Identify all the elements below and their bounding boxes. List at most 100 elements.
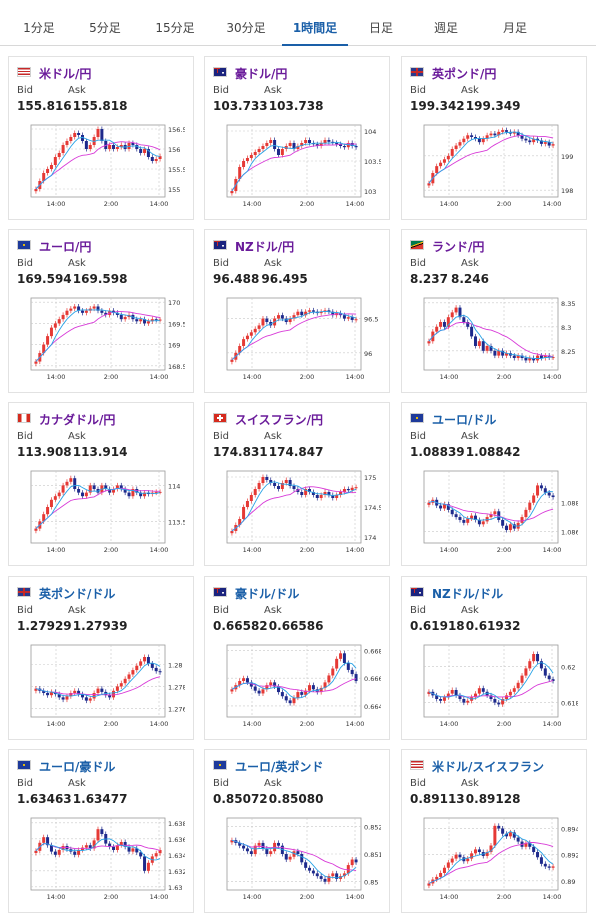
rate-card[interactable]: カナダドル/円 Bid Ask 113.908 113.914 114 113.5 14:00… [8,402,194,566]
ask-value: 1.63477 [72,792,128,806]
candlestick-chart: 104 103.5 103 14:00 2:00 14:00 [226,124,381,208]
candle-body [462,519,466,523]
candle-body [319,311,323,314]
pair-name-link[interactable]: 豪ドル/ドル [235,587,300,601]
ask-label: Ask [461,605,479,616]
pair-name-link[interactable]: 豪ドル/円 [235,67,288,81]
rate-card[interactable]: ユーロ/ドル Bid Ask 1.08839 1.08842 1.088 1.086 14:0… [401,402,587,566]
mini-chart[interactable]: 175 174.5 174 14:00 2:00 14:00 [215,469,381,555]
tab-timeframe-5[interactable]: 日足 [368,21,393,35]
pair-name-link[interactable]: NZドル/ドル [432,587,504,601]
mini-chart[interactable]: 114 113.5 14:00 2:00 14:00 [19,469,185,555]
candle-body [261,689,265,694]
candle-body [512,131,516,134]
y-tick-label: 168.5 [168,363,185,371]
rate-card[interactable]: ランド/円 Bid Ask 8.237 8.246 8.35 8.3 8.25 14:00 2:0… [401,229,587,393]
candle-body [477,138,481,143]
pair-name-link[interactable]: ユーロ/ドル [432,413,497,427]
rate-card[interactable]: ユーロ/豪ドル Bid Ask 1.63463 1.63477 1.638 1.636 1.6… [8,749,194,913]
mini-chart[interactable]: 104 103.5 103 14:00 2:00 14:00 [215,123,381,209]
candle-body [446,317,450,327]
candle-body [115,686,119,691]
candle-body [127,846,131,852]
candle-body [335,143,339,145]
pair-name-link[interactable]: ランド/円 [432,240,485,254]
mini-chart[interactable]: 1.088 1.086 14:00 2:00 14:00 [412,469,578,555]
candle-body [42,690,46,693]
candle-body [61,697,65,700]
mini-chart[interactable]: 0.852 0.851 0.85 14:00 2:00 14:00 [215,816,381,902]
rate-card[interactable]: 豪ドル/ドル Bid Ask 0.66582 0.66586 0.668 0.666 0.66… [204,576,390,740]
y-tick-label: 1.634 [168,852,185,860]
rate-card[interactable]: 米ドル/円 Bid Ask 155.816 155.818 156.5 156 155.5 15… [8,56,194,220]
mini-chart[interactable]: 156.5 156 155.5 155 14:00 2:00 14:00 [19,123,185,209]
candle-body [292,143,296,149]
tab-timeframe-0[interactable]: 1分足 [23,21,55,35]
mini-chart[interactable]: 199 198 14:00 2:00 14:00 [412,123,578,209]
pair-name-link[interactable]: ユーロ/豪ドル [39,760,116,774]
candlestick-chart: 175 174.5 174 14:00 2:00 14:00 [226,470,381,554]
candle-body [505,695,509,699]
candle-body [520,355,524,358]
candle-body [242,507,246,519]
tab-timeframe-7[interactable]: 月足 [502,21,527,35]
candle-body [146,862,150,871]
pair-name-link[interactable]: スイスフラン/円 [235,413,324,427]
ask-label: Ask [264,431,282,442]
candle-body [143,149,147,153]
mini-chart[interactable]: 96.5 96 14:00 2:00 14:00 [215,296,381,382]
candle-body [245,158,249,161]
pair-name-link[interactable]: 英ポンド/ドル [39,587,116,601]
candle-body [454,307,458,313]
candle-body [308,489,312,492]
pair-name-link[interactable]: ユーロ/円 [39,240,92,254]
candle-body [154,319,158,321]
rate-card[interactable]: 豪ドル/円 Bid Ask 103.733 103.738 104 103.5 103 14:0… [204,56,390,220]
tab-timeframe-2[interactable]: 15分足 [155,21,195,35]
candle-body [104,485,108,489]
candle-body [308,310,312,312]
bid-label: Bid [17,431,33,442]
rate-card[interactable]: スイスフラン/円 Bid Ask 174.831 174.847 175 174.5 174 1… [204,402,390,566]
mini-chart[interactable]: 8.35 8.3 8.25 14:00 2:00 14:00 [412,296,578,382]
rate-card[interactable]: NZドル/円 Bid Ask 96.488 96.495 96.5 96 14:00 2:00 1… [204,229,390,393]
mini-chart[interactable]: 170 169.5 169 168.5 14:00 2:00 14:00 [19,296,185,382]
tab-timeframe-1[interactable]: 5分足 [89,21,121,35]
mini-chart[interactable]: 0.668 0.666 0.664 14:00 2:00 14:00 [215,643,381,729]
pair-name-link[interactable]: 英ポンド/円 [432,67,497,81]
candle-body [489,845,493,853]
pair-name-link[interactable]: カナダドル/円 [39,413,116,427]
rate-card[interactable]: 英ポンド/ドル Bid Ask 1.27929 1.27939 1.28 1.278 1.27… [8,576,194,740]
candle-body [154,159,158,161]
candle-body [505,130,509,132]
mini-chart[interactable]: 0.62 0.618 14:00 2:00 14:00 [412,643,578,729]
rate-card[interactable]: 英ポンド/円 Bid Ask 199.342 199.349 199 198 14:00 2:0… [401,56,587,220]
candle-body [493,133,497,136]
rate-card[interactable]: ユーロ/英ポンド Bid Ask 0.85072 0.85080 0.852 0.851 0.… [204,749,390,913]
ask-value: 1.27939 [72,619,128,633]
candle-body [454,690,458,696]
pair-name-link[interactable]: ユーロ/英ポンド [235,760,324,774]
pair-name-link[interactable]: 米ドル/円 [39,67,92,81]
rate-card[interactable]: 米ドル/スイスフラン Bid Ask 0.89113 0.89128 0.894 0.892… [401,749,587,913]
candle-body [288,143,292,146]
y-tick-label: 0.851 [364,851,381,859]
mini-chart[interactable]: 0.894 0.892 0.89 14:00 2:00 14:00 [412,816,578,902]
rate-card[interactable]: ユーロ/円 Bid Ask 169.594 169.598 170 169.5 169 168.… [8,229,194,393]
pair-name-link[interactable]: NZドル/円 [235,240,295,254]
tab-timeframe-3[interactable]: 30分足 [226,21,266,35]
candle-body [143,492,147,497]
ask-label: Ask [264,778,282,789]
y-tick-label: 155 [168,186,180,194]
candle-body [547,675,551,680]
tab-timeframe-4[interactable]: 1時間足 [282,0,348,46]
mini-chart[interactable]: 1.28 1.278 1.276 14:00 2:00 14:00 [19,643,185,729]
ask-value: 1.08842 [465,445,521,459]
mini-chart[interactable]: 1.638 1.636 1.634 1.632 1.63 14:00 2:00 14:00 [19,816,185,902]
x-tick-label: 2:00 [300,893,315,901]
candle-body [135,665,139,671]
candle-body [100,829,104,834]
tab-timeframe-6[interactable]: 週足 [433,21,458,35]
pair-name-link[interactable]: 米ドル/スイスフラン [432,760,545,774]
rate-card[interactable]: NZドル/ドル Bid Ask 0.61918 0.61932 0.62 0.618 14:0… [401,576,587,740]
